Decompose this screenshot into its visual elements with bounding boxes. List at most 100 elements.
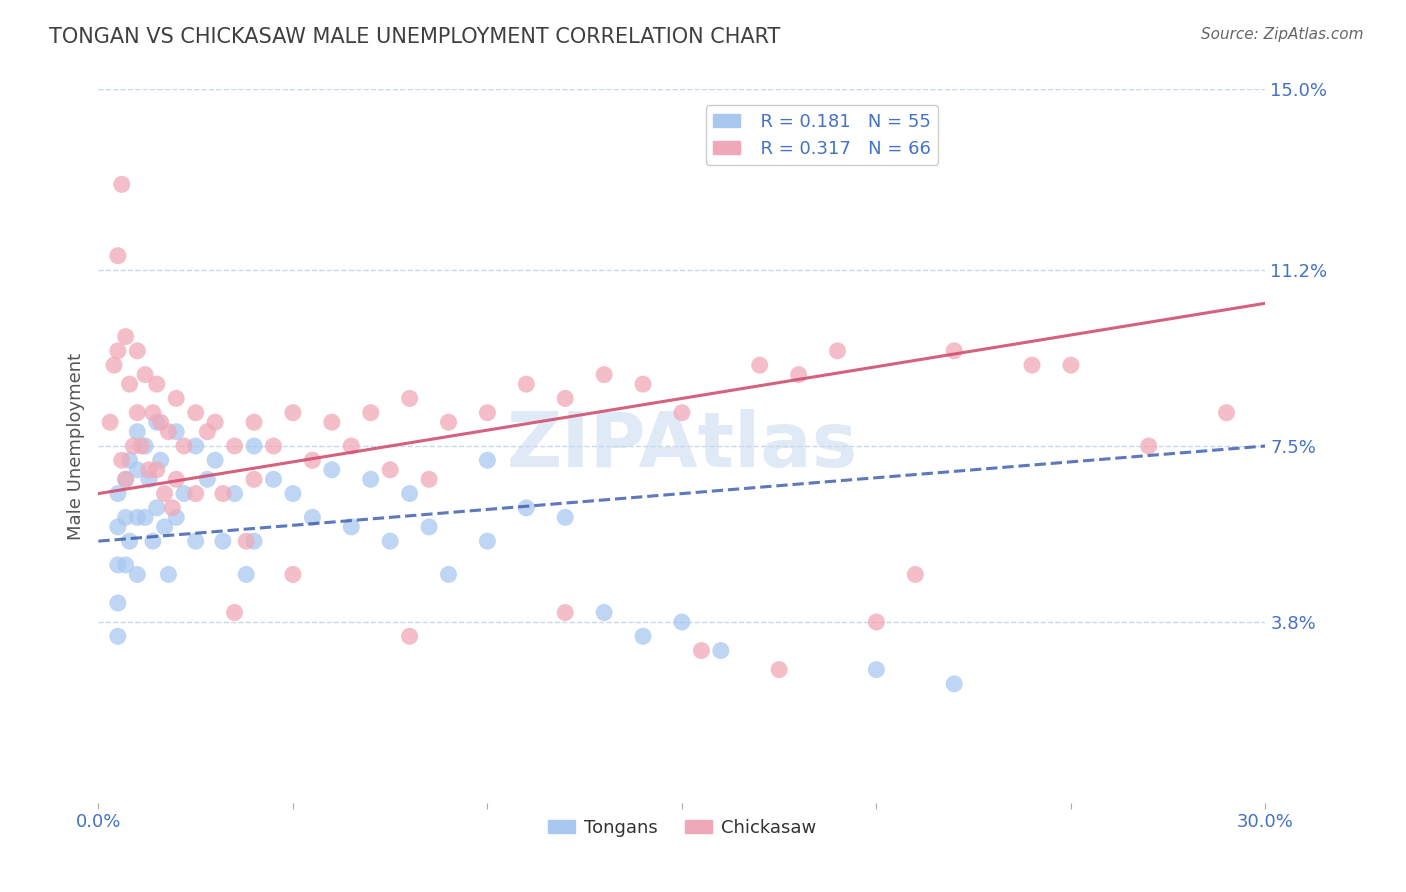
Point	[165, 425, 187, 439]
Point	[380, 463, 402, 477]
Point	[904, 567, 927, 582]
Point	[768, 663, 790, 677]
Point	[114, 558, 136, 572]
Point	[127, 406, 149, 420]
Text: Source: ZipAtlas.com: Source: ZipAtlas.com	[1201, 27, 1364, 42]
Point	[138, 463, 160, 477]
Point	[301, 453, 323, 467]
Point	[103, 358, 125, 372]
Point	[418, 520, 440, 534]
Point	[865, 615, 887, 629]
Point	[235, 534, 257, 549]
Point	[554, 606, 576, 620]
Point	[107, 249, 129, 263]
Point	[195, 472, 218, 486]
Point	[118, 534, 141, 549]
Point	[107, 629, 129, 643]
Point	[477, 534, 499, 549]
Point	[398, 392, 420, 406]
Point	[107, 343, 129, 358]
Point	[127, 463, 149, 477]
Point	[184, 534, 207, 549]
Point	[146, 463, 169, 477]
Point	[138, 472, 160, 486]
Point	[671, 615, 693, 629]
Point	[173, 486, 195, 500]
Point	[301, 510, 323, 524]
Point	[281, 406, 304, 420]
Point	[204, 453, 226, 467]
Point	[235, 567, 257, 582]
Point	[165, 392, 187, 406]
Point	[1215, 406, 1237, 420]
Point	[162, 500, 184, 515]
Point	[671, 406, 693, 420]
Point	[281, 567, 304, 582]
Point	[380, 534, 402, 549]
Point	[418, 472, 440, 486]
Point	[107, 520, 129, 534]
Point	[827, 343, 849, 358]
Point	[340, 439, 363, 453]
Point	[173, 439, 195, 453]
Point	[631, 377, 654, 392]
Point	[243, 415, 266, 429]
Point	[118, 453, 141, 467]
Point	[943, 343, 966, 358]
Point	[631, 629, 654, 643]
Point	[107, 486, 129, 500]
Point	[157, 425, 180, 439]
Point	[134, 510, 156, 524]
Point	[710, 643, 733, 657]
Point	[98, 415, 121, 429]
Point	[243, 472, 266, 486]
Point	[149, 415, 172, 429]
Point	[184, 406, 207, 420]
Point	[111, 178, 134, 192]
Point	[437, 567, 460, 582]
Point	[153, 520, 176, 534]
Legend: Tongans, Chickasaw: Tongans, Chickasaw	[540, 812, 824, 844]
Point	[243, 534, 266, 549]
Point	[107, 558, 129, 572]
Point	[360, 406, 382, 420]
Point	[262, 439, 284, 453]
Point	[690, 643, 713, 657]
Point	[111, 453, 134, 467]
Point	[224, 606, 246, 620]
Point	[212, 486, 235, 500]
Point	[146, 415, 169, 429]
Point	[593, 368, 616, 382]
Point	[114, 472, 136, 486]
Point	[122, 439, 145, 453]
Point	[165, 472, 187, 486]
Text: TONGAN VS CHICKASAW MALE UNEMPLOYMENT CORRELATION CHART: TONGAN VS CHICKASAW MALE UNEMPLOYMENT CO…	[49, 27, 780, 46]
Point	[477, 406, 499, 420]
Point	[142, 534, 165, 549]
Point	[477, 453, 499, 467]
Point	[340, 520, 363, 534]
Point	[321, 415, 343, 429]
Point	[114, 329, 136, 343]
Point	[321, 463, 343, 477]
Point	[134, 368, 156, 382]
Point	[515, 377, 537, 392]
Point	[398, 486, 420, 500]
Point	[593, 606, 616, 620]
Point	[243, 439, 266, 453]
Point	[153, 486, 176, 500]
Point	[129, 439, 152, 453]
Point	[281, 486, 304, 500]
Point	[360, 472, 382, 486]
Point	[437, 415, 460, 429]
Point	[204, 415, 226, 429]
Text: ZIPAtlas: ZIPAtlas	[506, 409, 858, 483]
Y-axis label: Male Unemployment: Male Unemployment	[66, 352, 84, 540]
Point	[1137, 439, 1160, 453]
Point	[107, 596, 129, 610]
Point	[865, 663, 887, 677]
Point	[787, 368, 810, 382]
Point	[157, 567, 180, 582]
Point	[1021, 358, 1043, 372]
Point	[114, 510, 136, 524]
